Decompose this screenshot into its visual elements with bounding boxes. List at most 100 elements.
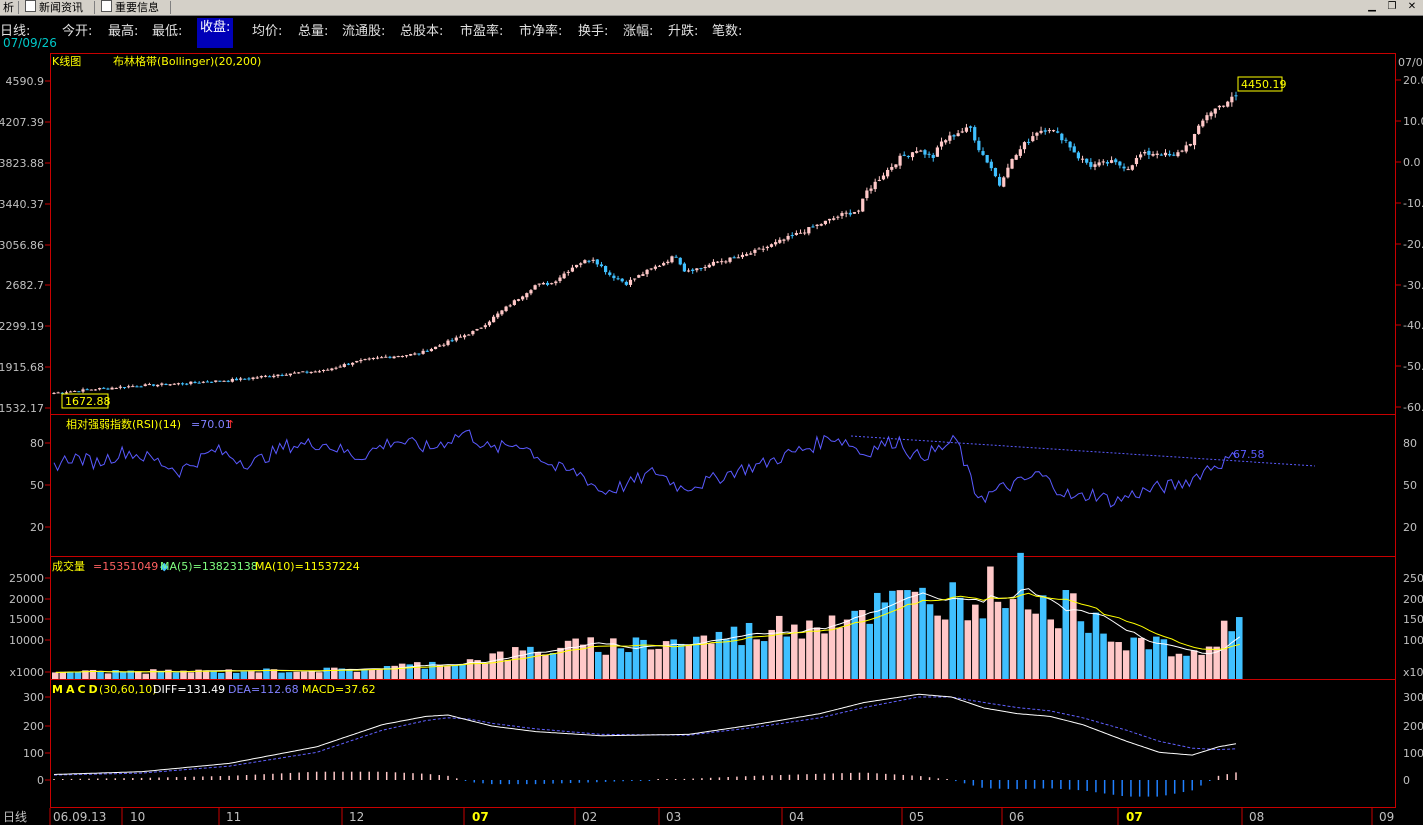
volume-bar — [662, 641, 670, 679]
candle-body — [512, 300, 516, 305]
candle-body — [765, 246, 769, 249]
candle-body — [699, 268, 703, 270]
field-close-selected[interactable]: 收盘: — [197, 18, 234, 48]
candle-body — [467, 334, 471, 336]
candle-body — [1018, 149, 1022, 156]
volume-bar — [97, 671, 104, 679]
volume-bar — [1153, 636, 1160, 679]
rsi-right-tick-label: 80 — [1403, 437, 1417, 450]
volume-bar — [263, 668, 270, 679]
macd-dea-line — [54, 696, 1237, 776]
volume-bar — [89, 669, 97, 679]
rsi-trend-line — [850, 435, 1316, 467]
field-change-pct[interactable]: 涨幅: — [623, 24, 654, 39]
candle-body — [189, 381, 193, 384]
kline-y-tick-label: 2299.19 — [0, 320, 44, 333]
volume-bar — [941, 619, 949, 679]
kline-right-tick-label: -20.0 — [1403, 238, 1423, 251]
volume-y-tick-label: 20000 — [9, 593, 44, 606]
candle-body — [297, 372, 301, 374]
candle-body — [1047, 130, 1051, 132]
volume-bar — [504, 659, 512, 679]
candle-body — [185, 383, 189, 385]
kline-right-tick-label: 20.0 — [1403, 74, 1423, 87]
candle-body — [1076, 152, 1080, 159]
tab-important-info[interactable]: 重要信息 — [98, 0, 162, 15]
field-change[interactable]: 升跌: — [668, 24, 699, 39]
candle-body — [931, 154, 935, 158]
volume-bar — [225, 669, 232, 679]
field-float-shares[interactable]: 流通股: — [342, 24, 386, 39]
volume-bar — [157, 671, 165, 679]
field-high[interactable]: 最高: — [108, 24, 139, 39]
field-total-shares[interactable]: 总股本: — [400, 24, 444, 39]
candle-body — [948, 135, 952, 141]
candle-body — [1056, 131, 1060, 133]
candle-body — [541, 283, 545, 285]
candle-body — [724, 261, 728, 263]
candle-body — [60, 392, 64, 394]
field-pb[interactable]: 市净率: — [519, 24, 563, 39]
candle-body — [375, 357, 380, 359]
candle-body — [964, 127, 969, 132]
volume-bar — [610, 638, 617, 679]
volume-bar — [1145, 649, 1153, 679]
candle-body — [570, 267, 575, 272]
field-avg[interactable]: 均价: — [252, 24, 283, 39]
candle-body — [674, 256, 678, 258]
field-total-volume[interactable]: 总量: — [298, 24, 329, 39]
field-low[interactable]: 最低: — [152, 24, 183, 39]
macd-y-tick-label: 300 — [23, 691, 44, 704]
close-icon[interactable]: ✕ — [1407, 1, 1417, 12]
volume-bar — [828, 615, 836, 679]
candle-body — [844, 212, 848, 214]
volume-bar — [150, 669, 157, 679]
volume-bar — [964, 620, 972, 679]
candle-body — [197, 382, 201, 384]
volume-bar — [202, 670, 210, 679]
candle-body — [761, 248, 765, 250]
volume-bar — [323, 667, 331, 679]
volume-bar — [368, 669, 376, 679]
tab-analysis[interactable]: 析 — [0, 0, 17, 15]
candle-body — [454, 337, 458, 341]
volume-bar — [602, 654, 610, 679]
candle-body — [973, 127, 977, 141]
minimize-icon[interactable]: ▁ — [1368, 1, 1376, 12]
volume-bar — [934, 615, 941, 679]
candle-body — [915, 151, 919, 153]
candle-body — [68, 391, 73, 393]
candle-body — [214, 380, 218, 382]
field-open[interactable]: 今开: — [62, 24, 93, 39]
volume-bar — [1137, 637, 1145, 679]
candle-body — [852, 212, 857, 214]
candle-body — [404, 355, 409, 357]
field-trades[interactable]: 笔数: — [712, 24, 743, 39]
macd-right-tick-label: 100 — [1403, 747, 1423, 760]
candle-body — [234, 378, 239, 381]
field-turnover[interactable]: 换手: — [578, 24, 609, 39]
candle-body — [989, 161, 993, 169]
high-label: 4450.19 — [1241, 78, 1287, 91]
tab-news[interactable]: 新闻资讯 — [22, 0, 86, 15]
volume-bar — [625, 652, 632, 679]
volume-bar — [783, 636, 791, 679]
candle-body — [740, 254, 745, 258]
restore-icon[interactable]: ❐ — [1387, 1, 1397, 12]
candle-body — [392, 356, 396, 359]
candle-body — [927, 153, 931, 155]
candle-body — [1201, 120, 1205, 127]
candle-body — [1217, 105, 1222, 108]
field-pe[interactable]: 市盈率: — [460, 24, 504, 39]
top-tab-bar: 析 新闻资讯 重要信息 ▁ ❐ ✕ — [0, 0, 1423, 16]
kline-y-tick-label: 2682.7 — [6, 279, 45, 292]
rsi-title: 相对强弱指数(RSI)(14) — [66, 417, 181, 431]
volume-bar — [112, 670, 119, 679]
candle-body — [164, 383, 168, 385]
candle-body — [417, 353, 421, 355]
candle-body — [131, 386, 135, 388]
candle-body — [745, 254, 749, 256]
candle-body — [1143, 151, 1147, 154]
candle-body — [1159, 154, 1163, 156]
